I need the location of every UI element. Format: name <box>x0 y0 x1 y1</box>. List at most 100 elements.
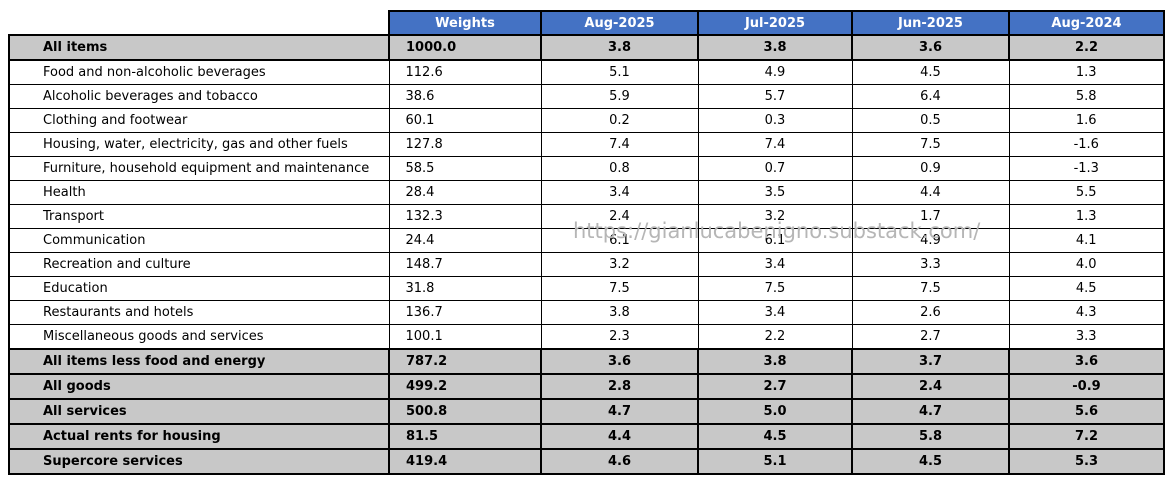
table-row: Supercore services 419.4 4.6 5.1 4.5 5.3 <box>8 448 1165 475</box>
weight-cell: 24.4 <box>388 228 542 253</box>
value-cell: 7.4 <box>697 132 853 157</box>
value-cell: 4.4 <box>540 423 699 450</box>
value-cell: 5.1 <box>697 448 853 475</box>
value-cell: 3.5 <box>697 180 853 205</box>
col-header-jul-2025: Jul-2025 <box>697 10 853 36</box>
col-header-jun-2025: Jun-2025 <box>851 10 1010 36</box>
table-row: Restaurants and hotels 136.7 3.8 3.4 2.6 4.3 <box>8 300 1165 325</box>
value-cell: 3.4 <box>540 180 699 205</box>
row-label: Supercore services <box>8 448 390 475</box>
value-cell: 5.8 <box>851 423 1010 450</box>
cpi-table: Weights Aug-2025 Jul-2025 Jun-2025 Aug-2… <box>8 10 1165 475</box>
row-label: Education <box>8 276 390 301</box>
value-cell: 4.4 <box>851 180 1010 205</box>
row-label: Clothing and footwear <box>8 108 390 133</box>
row-label: Furniture, household equipment and maint… <box>8 156 390 181</box>
value-cell: 5.5 <box>1008 180 1165 205</box>
value-cell: 4.9 <box>851 228 1010 253</box>
value-cell: 2.7 <box>851 324 1010 350</box>
table-row: Actual rents for housing 81.5 4.4 4.5 5.8 7.2 <box>8 423 1165 450</box>
row-label: All items <box>8 34 390 61</box>
value-cell: 2.4 <box>540 204 699 229</box>
weight-cell: 58.5 <box>388 156 542 181</box>
value-cell: 0.5 <box>851 108 1010 133</box>
table-row: Miscellaneous goods and services 100.1 2.3… <box>8 324 1165 350</box>
value-cell: 3.2 <box>540 252 699 277</box>
table-row: Furniture, household equipment and maint… <box>8 156 1165 181</box>
row-label: Communication <box>8 228 390 253</box>
value-cell: -1.6 <box>1008 132 1165 157</box>
value-cell: 3.4 <box>697 300 853 325</box>
value-cell: 4.5 <box>851 448 1010 475</box>
value-cell: 3.3 <box>851 252 1010 277</box>
table-row: All items less food and energy 787.2 3.6 3.… <box>8 348 1165 375</box>
table-row: Health 28.4 3.4 3.5 4.4 5.5 <box>8 180 1165 205</box>
value-cell: 3.8 <box>540 34 699 61</box>
value-cell: 2.2 <box>697 324 853 350</box>
value-cell: 6.1 <box>540 228 699 253</box>
table-row: All goods 499.2 2.8 2.7 2.4 -0.9 <box>8 373 1165 400</box>
header-row: Weights Aug-2025 Jul-2025 Jun-2025 Aug-2… <box>9 10 1165 36</box>
corner-cell <box>9 11 389 35</box>
value-cell: 2.3 <box>540 324 699 350</box>
value-cell: 7.2 <box>1008 423 1165 450</box>
value-cell: 4.7 <box>540 398 699 425</box>
value-cell: 0.9 <box>851 156 1010 181</box>
value-cell: 0.8 <box>540 156 699 181</box>
table-row: Education 31.8 7.5 7.5 7.5 4.5 <box>8 276 1165 301</box>
value-cell: 7.5 <box>851 132 1010 157</box>
row-label: Miscellaneous goods and services <box>8 324 390 350</box>
value-cell: 5.1 <box>540 59 699 85</box>
value-cell: 1.7 <box>851 204 1010 229</box>
value-cell: 4.7 <box>851 398 1010 425</box>
value-cell: 3.6 <box>540 348 699 375</box>
col-header-weights: Weights <box>388 10 542 36</box>
row-label: Recreation and culture <box>8 252 390 277</box>
value-cell: 4.6 <box>540 448 699 475</box>
weight-cell: 100.1 <box>388 324 542 350</box>
col-header-aug-2025: Aug-2025 <box>540 10 699 36</box>
value-cell: 2.8 <box>540 373 699 400</box>
row-label: Housing, water, electricity, gas and oth… <box>8 132 390 157</box>
value-cell: 0.2 <box>540 108 699 133</box>
row-label: Food and non-alcoholic beverages <box>8 59 390 85</box>
weight-cell: 500.8 <box>388 398 542 425</box>
value-cell: 5.3 <box>1008 448 1165 475</box>
value-cell: 4.9 <box>697 59 853 85</box>
value-cell: 4.5 <box>697 423 853 450</box>
value-cell: 3.3 <box>1008 324 1165 350</box>
value-cell: 4.5 <box>1008 276 1165 301</box>
weight-cell: 1000.0 <box>388 34 542 61</box>
value-cell: 3.6 <box>1008 348 1165 375</box>
table-row: Communication 24.4 6.1 6.1 4.9 4.1 <box>8 228 1165 253</box>
weight-cell: 419.4 <box>388 448 542 475</box>
row-label: Actual rents for housing <box>8 423 390 450</box>
value-cell: 2.4 <box>851 373 1010 400</box>
value-cell: 3.8 <box>697 34 853 61</box>
value-cell: 3.8 <box>540 300 699 325</box>
table-row: Clothing and footwear 60.1 0.2 0.3 0.5 1.6 <box>8 108 1165 133</box>
weight-cell: 81.5 <box>388 423 542 450</box>
weight-cell: 38.6 <box>388 84 542 109</box>
value-cell: 2.7 <box>697 373 853 400</box>
value-cell: -1.3 <box>1008 156 1165 181</box>
row-label: Alcoholic beverages and tobacco <box>8 84 390 109</box>
value-cell: 4.1 <box>1008 228 1165 253</box>
weight-cell: 148.7 <box>388 252 542 277</box>
value-cell: 3.6 <box>851 34 1010 61</box>
weight-cell: 127.8 <box>388 132 542 157</box>
value-cell: 4.3 <box>1008 300 1165 325</box>
row-label: Transport <box>8 204 390 229</box>
table-row: All items 1000.0 3.8 3.8 3.6 2.2 <box>8 34 1165 61</box>
value-cell: 4.5 <box>851 59 1010 85</box>
value-cell: 1.6 <box>1008 108 1165 133</box>
row-label: All services <box>8 398 390 425</box>
weight-cell: 60.1 <box>388 108 542 133</box>
value-cell: 7.5 <box>697 276 853 301</box>
value-cell: 5.6 <box>1008 398 1165 425</box>
value-cell: 2.6 <box>851 300 1010 325</box>
table-row: Housing, water, electricity, gas and oth… <box>8 132 1165 157</box>
value-cell: -0.9 <box>1008 373 1165 400</box>
value-cell: 5.9 <box>540 84 699 109</box>
col-header-aug-2024: Aug-2024 <box>1008 10 1165 36</box>
